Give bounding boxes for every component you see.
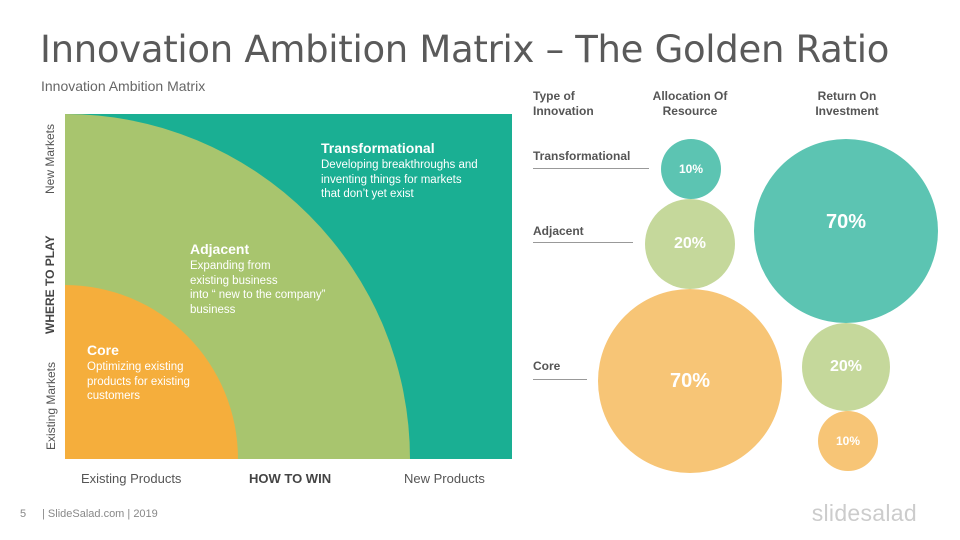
allocation-bubble-adjacent: 20% [645, 199, 735, 289]
roi-bubble-transformational: 70% [754, 139, 938, 323]
header-allocation: Allocation Of Resource [652, 89, 728, 118]
y-axis-existing-markets: Existing Markets [44, 361, 58, 451]
slide-subtitle: Innovation Ambition Matrix [41, 78, 206, 94]
ambition-matrix: Transformational Developing breakthrough… [65, 114, 512, 459]
roi-value-core: 10% [835, 434, 861, 448]
slide-title: Innovation Ambition Matrix – The Golden … [40, 28, 890, 71]
roi-bubble-core: 10% [818, 411, 878, 471]
row-label-adjacent: Adjacent [533, 224, 584, 238]
transformational-title: Transformational [321, 140, 435, 156]
core-desc: Optimizing existing products for existin… [87, 361, 190, 402]
core-title: Core [87, 342, 119, 358]
allocation-bubble-core: 70% [598, 289, 782, 473]
adjacent-zone-text: Adjacent Expanding from existing busines… [190, 241, 365, 317]
y-axis-new-markets: New Markets [43, 124, 57, 195]
allocation-bubble-transformational: 10% [661, 139, 721, 199]
footer-text: | SlideSalad.com | 2019 [42, 508, 158, 520]
roi-bubble-adjacent: 20% [802, 323, 890, 411]
page-number: 5 [20, 508, 27, 520]
row-divider-adjacent [533, 242, 633, 243]
header-type-of-innovation: Type of Innovation [533, 89, 594, 118]
row-divider-transformational [533, 168, 649, 169]
x-axis-title: HOW TO WIN [249, 471, 332, 486]
row-divider-core [533, 379, 587, 380]
transformational-zone-text: Transformational Developing breakthrough… [321, 140, 506, 202]
adjacent-desc: Expanding from existing business into “ … [190, 260, 326, 316]
row-label-core: Core [533, 359, 561, 373]
core-zone-text: Core Optimizing existing products for ex… [87, 342, 227, 404]
y-axis-title: WHERE TO PLAY [43, 235, 57, 334]
roi-value-adjacent: 20% [829, 358, 863, 375]
row-label-transformational: Transformational [533, 149, 631, 163]
allocation-value-transformational: 10% [678, 162, 704, 176]
x-axis-new-products: New Products [404, 471, 485, 486]
transformational-desc: Developing breakthroughs and inventing t… [321, 159, 478, 200]
x-axis-existing-products: Existing Products [81, 471, 182, 486]
brand-logo: slidesalad [811, 500, 917, 526]
allocation-value-core: 70% [669, 369, 711, 392]
allocation-value-adjacent: 20% [673, 235, 707, 252]
adjacent-title: Adjacent [190, 241, 250, 257]
header-roi: Return On Investment [815, 89, 879, 118]
roi-value-transformational: 70% [825, 210, 867, 233]
